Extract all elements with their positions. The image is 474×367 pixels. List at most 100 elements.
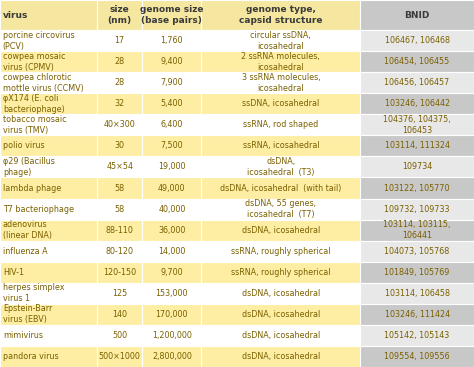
Text: φ29 (Bacillus
phage): φ29 (Bacillus phage) [3, 157, 55, 177]
Text: 104376, 104375,
106453: 104376, 104375, 106453 [383, 115, 451, 135]
Text: 88-110: 88-110 [106, 226, 134, 235]
Bar [360, 241, 474, 262]
Text: 103246, 106442: 103246, 106442 [384, 99, 450, 108]
Bar [360, 30, 474, 51]
Text: 17: 17 [115, 36, 125, 45]
Text: tobacco mosaic
virus (TMV): tobacco mosaic virus (TMV) [3, 115, 66, 135]
Bar [0, 115, 97, 135]
Bar [201, 72, 360, 93]
Text: 2,800,000: 2,800,000 [152, 352, 192, 361]
Bar [201, 93, 360, 115]
Bar [97, 325, 142, 346]
Bar [360, 72, 474, 93]
Text: 40×300: 40×300 [104, 120, 136, 129]
Bar [360, 93, 474, 115]
Text: lambda phage: lambda phage [3, 184, 61, 193]
Text: 14,000: 14,000 [158, 247, 185, 256]
Text: Epstein-Barr
virus (EBV): Epstein-Barr virus (EBV) [3, 304, 52, 324]
Text: 1,760: 1,760 [161, 36, 183, 45]
Text: φX174 (E. coli
bacteriophage): φX174 (E. coli bacteriophage) [3, 94, 64, 114]
Bar [201, 283, 360, 304]
Bar [97, 219, 142, 241]
Bar [360, 0, 474, 30]
Bar [0, 72, 97, 93]
Text: 6,400: 6,400 [161, 120, 183, 129]
Bar [360, 51, 474, 72]
Bar [97, 283, 142, 304]
Bar [142, 115, 201, 135]
Bar [97, 262, 142, 283]
Bar [201, 219, 360, 241]
Bar [142, 283, 201, 304]
Bar [0, 262, 97, 283]
Text: 105142, 105143: 105142, 105143 [384, 331, 450, 340]
Text: dsDNA, icosahedral: dsDNA, icosahedral [242, 310, 320, 319]
Text: 2 ssRNA molecules,
icosahedral: 2 ssRNA molecules, icosahedral [241, 52, 320, 72]
Bar [360, 199, 474, 219]
Bar [142, 51, 201, 72]
Bar [142, 262, 201, 283]
Bar [201, 346, 360, 367]
Bar [142, 346, 201, 367]
Bar [0, 135, 97, 156]
Bar [142, 325, 201, 346]
Text: 153,000: 153,000 [155, 289, 188, 298]
Bar [360, 178, 474, 199]
Text: ssDNA, icosahedral: ssDNA, icosahedral [242, 99, 319, 108]
Bar [97, 178, 142, 199]
Text: 45×54: 45×54 [106, 163, 133, 171]
Bar [142, 219, 201, 241]
Bar [0, 0, 97, 30]
Text: HIV-1: HIV-1 [3, 268, 24, 277]
Text: genome size
(base pairs): genome size (base pairs) [140, 5, 203, 25]
Bar [97, 241, 142, 262]
Text: 58: 58 [115, 184, 125, 193]
Bar [97, 51, 142, 72]
Text: dsDNA, icosahedral: dsDNA, icosahedral [242, 331, 320, 340]
Text: 58: 58 [115, 204, 125, 214]
Text: 109734: 109734 [402, 163, 432, 171]
Bar [360, 115, 474, 135]
Bar [201, 304, 360, 325]
Text: 49,000: 49,000 [158, 184, 186, 193]
Text: adenovirus
(linear DNA): adenovirus (linear DNA) [3, 220, 52, 240]
Text: porcine circovirus
(PCV): porcine circovirus (PCV) [3, 30, 74, 51]
Text: dsDNA, icosahedral: dsDNA, icosahedral [242, 352, 320, 361]
Bar [0, 283, 97, 304]
Bar [201, 262, 360, 283]
Text: cowpea mosaic
virus (CPMV): cowpea mosaic virus (CPMV) [3, 52, 65, 72]
Bar [142, 178, 201, 199]
Bar [142, 135, 201, 156]
Text: polio virus: polio virus [3, 141, 45, 150]
Bar [142, 156, 201, 178]
Bar [0, 93, 97, 115]
Text: ssRNA, roughly spherical: ssRNA, roughly spherical [231, 268, 330, 277]
Text: pandora virus: pandora virus [3, 352, 58, 361]
Bar [360, 283, 474, 304]
Bar [142, 0, 201, 30]
Bar [0, 156, 97, 178]
Text: BNID: BNID [404, 11, 430, 19]
Bar [97, 93, 142, 115]
Bar [360, 135, 474, 156]
Text: 9,400: 9,400 [161, 57, 183, 66]
Bar [201, 199, 360, 219]
Bar [0, 30, 97, 51]
Bar [201, 0, 360, 30]
Bar [201, 325, 360, 346]
Text: influenza A: influenza A [3, 247, 47, 256]
Bar [201, 156, 360, 178]
Text: 106456, 106457: 106456, 106457 [384, 78, 450, 87]
Bar [201, 51, 360, 72]
Bar [97, 30, 142, 51]
Text: ssRNA, rod shaped: ssRNA, rod shaped [243, 120, 319, 129]
Text: 170,000: 170,000 [155, 310, 188, 319]
Bar [97, 304, 142, 325]
Bar [0, 346, 97, 367]
Text: genome type,
capsid structure: genome type, capsid structure [239, 5, 323, 25]
Text: 5,400: 5,400 [161, 99, 183, 108]
Bar [97, 135, 142, 156]
Bar [201, 30, 360, 51]
Text: 103122, 105770: 103122, 105770 [384, 184, 450, 193]
Text: cowpea chlorotic
mottle virus (CCMV): cowpea chlorotic mottle virus (CCMV) [3, 73, 83, 93]
